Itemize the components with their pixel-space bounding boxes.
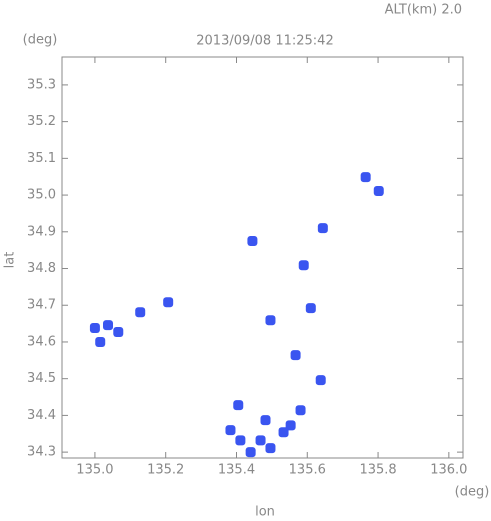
echo: [103, 320, 114, 331]
y-tick-label: 35.2: [27, 114, 56, 129]
echo: [235, 435, 246, 446]
x-unit: (deg): [455, 485, 490, 500]
y-tick-label: 34.3: [27, 445, 56, 460]
x-tick-label: 135.4: [218, 463, 255, 478]
x-tick-label: 135.0: [76, 463, 113, 478]
x-tick-label: 136.0: [430, 463, 467, 478]
echo: [317, 223, 328, 234]
y-tick-label: 34.8: [27, 261, 56, 276]
echo: [135, 307, 146, 318]
y-tick-label: 34.4: [27, 408, 56, 423]
y-label: lat: [3, 252, 18, 269]
y-unit: (deg): [23, 33, 58, 48]
echo: [260, 415, 271, 426]
echo: [298, 260, 309, 271]
echo: [305, 303, 316, 314]
echo: [265, 443, 276, 454]
x-label: lon: [255, 505, 275, 520]
echo: [247, 235, 258, 246]
echo: [89, 323, 100, 334]
echo: [245, 447, 256, 458]
echo: [225, 425, 236, 436]
echo: [265, 315, 276, 326]
echo: [360, 172, 371, 183]
echo: [95, 336, 106, 347]
y-tick-label: 34.7: [27, 298, 56, 313]
echo: [278, 427, 289, 438]
echo: [285, 420, 296, 431]
echo: [233, 400, 244, 411]
plot-frame: [61, 56, 464, 459]
echo: [290, 350, 301, 361]
echo: [295, 405, 306, 416]
echo: [255, 435, 266, 446]
x-tick-label: 135.6: [289, 463, 326, 478]
y-tick-label: 35.0: [27, 188, 56, 203]
altitude: ALT(km) 2.0: [385, 3, 462, 18]
y-tick-label: 35.3: [27, 77, 56, 92]
chart-title: 2013/09/08 11:25:42: [196, 34, 333, 49]
echo: [113, 327, 124, 338]
x-tick-label: 135.2: [147, 463, 184, 478]
y-tick-label: 34.6: [27, 334, 56, 349]
y-tick-label: 35.1: [27, 151, 56, 166]
y-tick-label: 34.9: [27, 224, 56, 239]
echo: [373, 186, 384, 197]
y-tick-label: 34.5: [27, 371, 56, 386]
echo: [163, 297, 174, 308]
x-tick-label: 135.8: [359, 463, 396, 478]
echo: [315, 375, 326, 386]
